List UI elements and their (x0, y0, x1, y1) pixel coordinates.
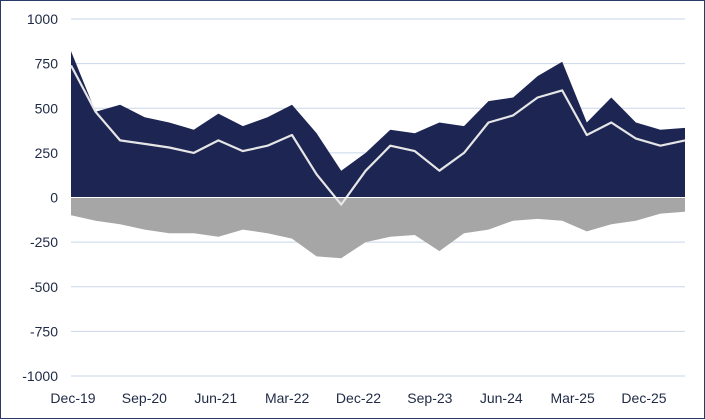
y-tick-label: 0 (50, 190, 58, 206)
y-tick-label: -250 (30, 234, 58, 250)
y-tick-label: 750 (35, 56, 59, 72)
x-tick-label: Dec-25 (621, 390, 666, 406)
net-line-series (70, 64, 686, 206)
x-tick-label: Sep-23 (407, 390, 452, 406)
x-tick-label: Sep-20 (122, 390, 167, 406)
x-tick-label: Dec-19 (50, 390, 95, 406)
x-tick-label: Mar-22 (265, 390, 310, 406)
y-tick-label: -1000 (22, 368, 58, 384)
positive-area-series (71, 51, 685, 198)
x-axis-labels: Dec-19 Sep-20 Jun-21 Mar-22 Dec-22 Sep-23 Jun-… (50, 390, 666, 406)
y-tick-label: -500 (30, 279, 58, 295)
negative-area-series (71, 197, 685, 259)
x-tick-label: Mar-25 (550, 390, 595, 406)
y-tick-label: 1000 (27, 11, 58, 27)
x-tick-label: Jun-24 (480, 390, 523, 406)
x-tick-label: Dec-22 (336, 390, 381, 406)
y-tick-label: 250 (35, 145, 59, 161)
y-tick-label: 500 (35, 100, 59, 116)
y-axis-labels: 1000 750 500 250 0 -250 -500 -750 -1000 (22, 11, 58, 384)
y-tick-label: -750 (30, 323, 58, 339)
x-tick-label: Jun-21 (194, 390, 237, 406)
